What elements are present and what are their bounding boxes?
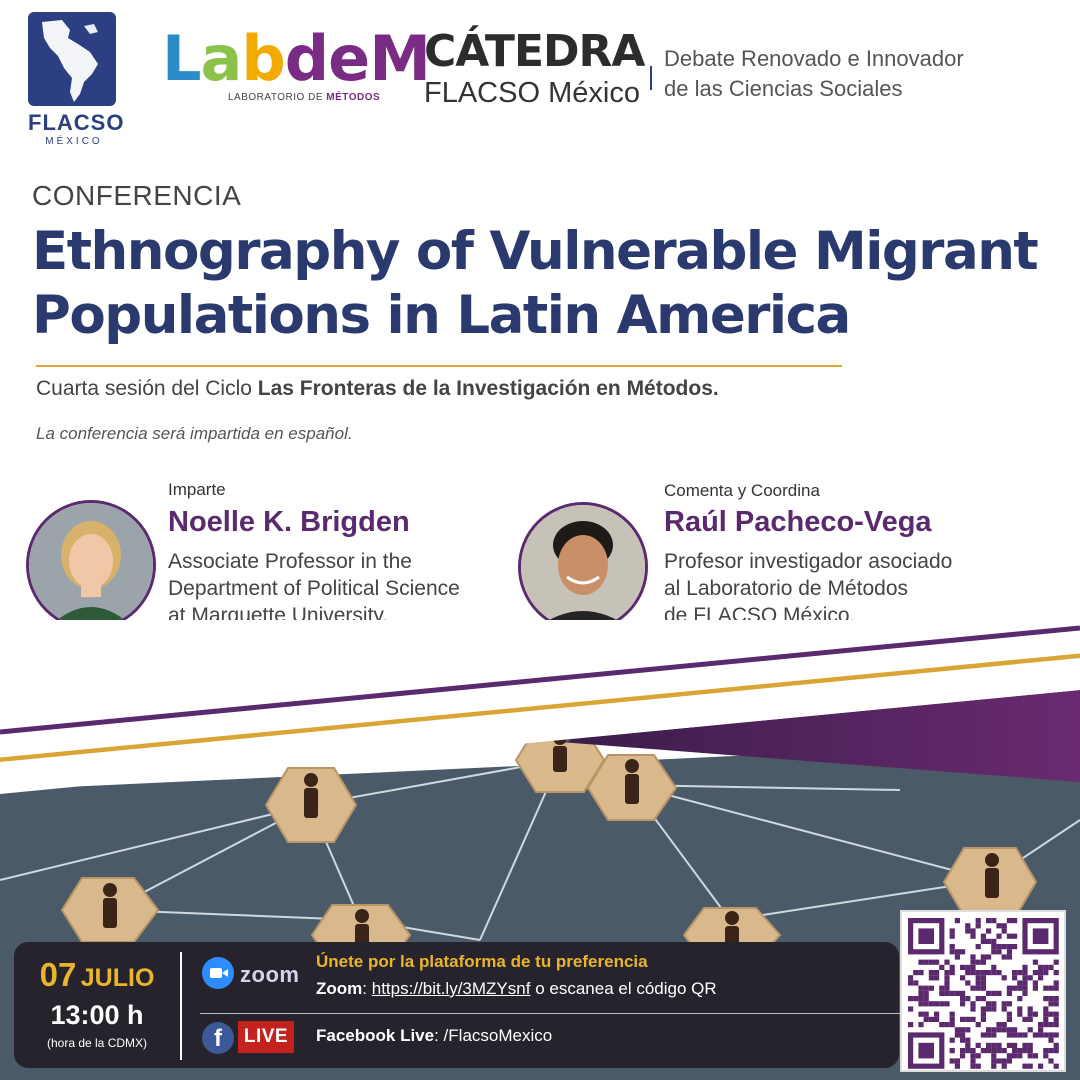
event-month: JULIO — [80, 964, 155, 992]
live-badge: LIVE — [238, 1021, 294, 1053]
event-info-bar — [14, 942, 899, 1068]
catedra-block: CÁTEDRA FLACSO México — [424, 26, 645, 110]
catedra-subtitle: FLACSO México — [424, 77, 640, 109]
flacso-logo: FLACSO MÉXICO — [28, 12, 125, 147]
speaker-1-name: Noelle K. Brigden — [168, 506, 410, 538]
join-instruction: Únete por la plataforma de tu preferenci… — [316, 952, 648, 971]
title-underline — [36, 365, 842, 367]
event-type-label: CONFERENCIA — [32, 180, 242, 211]
labdem-wordmark: LabdeM — [162, 22, 431, 95]
speaker-2-avatar — [518, 502, 648, 632]
facebook-icon: f — [202, 1022, 234, 1054]
event-title: Ethnography of Vulnerable Migrant Popula… — [32, 221, 1039, 346]
flacso-wordmark: FLACSO — [28, 110, 125, 135]
qr-code-icon[interactable] — [900, 910, 1066, 1072]
speaker-2-role: Comenta y Coordina — [664, 481, 820, 500]
zoom-link[interactable]: https://bit.ly/3MZYsnf — [371, 979, 531, 998]
zoom-access-line: Zoom: https://bit.ly/3MZYsnf o escanea e… — [316, 979, 717, 998]
speaker-2-name: Raúl Pacheco-Vega — [664, 506, 932, 538]
facebook-access-line: Facebook Live: /FlacsoMexico — [316, 1026, 553, 1045]
speaker-1-avatar — [26, 500, 156, 630]
speaker-2-description: Profesor investigador asociado al Labora… — [664, 550, 953, 627]
event-timezone: (hora de la CDMX) — [46, 1036, 148, 1050]
catedra-description: Debate Renovado e Innovador de las Cienc… — [664, 46, 964, 101]
speaker-1-description: Associate Professor in the Department of… — [168, 550, 460, 627]
date-block: 07 JULIO 13:00 h (hora de la CDMX) — [14, 942, 180, 1068]
session-text: Cuarta sesión del Ciclo Las Fronteras de… — [36, 377, 719, 400]
flacso-country: MÉXICO — [45, 136, 103, 147]
horizontal-divider — [200, 1013, 900, 1014]
catedra-title: CÁTEDRA — [424, 26, 645, 77]
labdem-subtitle: LABORATORIO DE MÉTODOS — [228, 92, 381, 103]
speaker-1-role: Imparte — [168, 480, 226, 499]
latin-america-map-icon — [28, 12, 116, 106]
zoom-wordmark: zoom — [240, 962, 300, 987]
event-day: 07 — [39, 956, 77, 993]
labdem-logo: LabdeM LABORATORIO DE MÉTODOS — [162, 22, 431, 104]
language-note: La conferencia será impartida en español… — [36, 424, 353, 443]
event-time: 13:00 h — [50, 1000, 144, 1030]
catedra-divider — [650, 66, 652, 90]
zoom-camera-icon — [202, 957, 234, 989]
vertical-divider — [180, 952, 182, 1060]
